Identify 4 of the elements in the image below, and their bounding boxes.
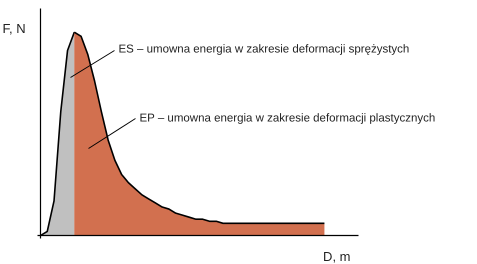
annotation: ES – umowna energia w zakresie deformacji sprężystych	[118, 44, 410, 56]
annotation: EP – umowna energia w zakresie deformacji plastycznych	[140, 112, 436, 124]
y-axis-title: F, N	[2, 21, 26, 36]
x-axis-title: D, m	[323, 249, 351, 264]
